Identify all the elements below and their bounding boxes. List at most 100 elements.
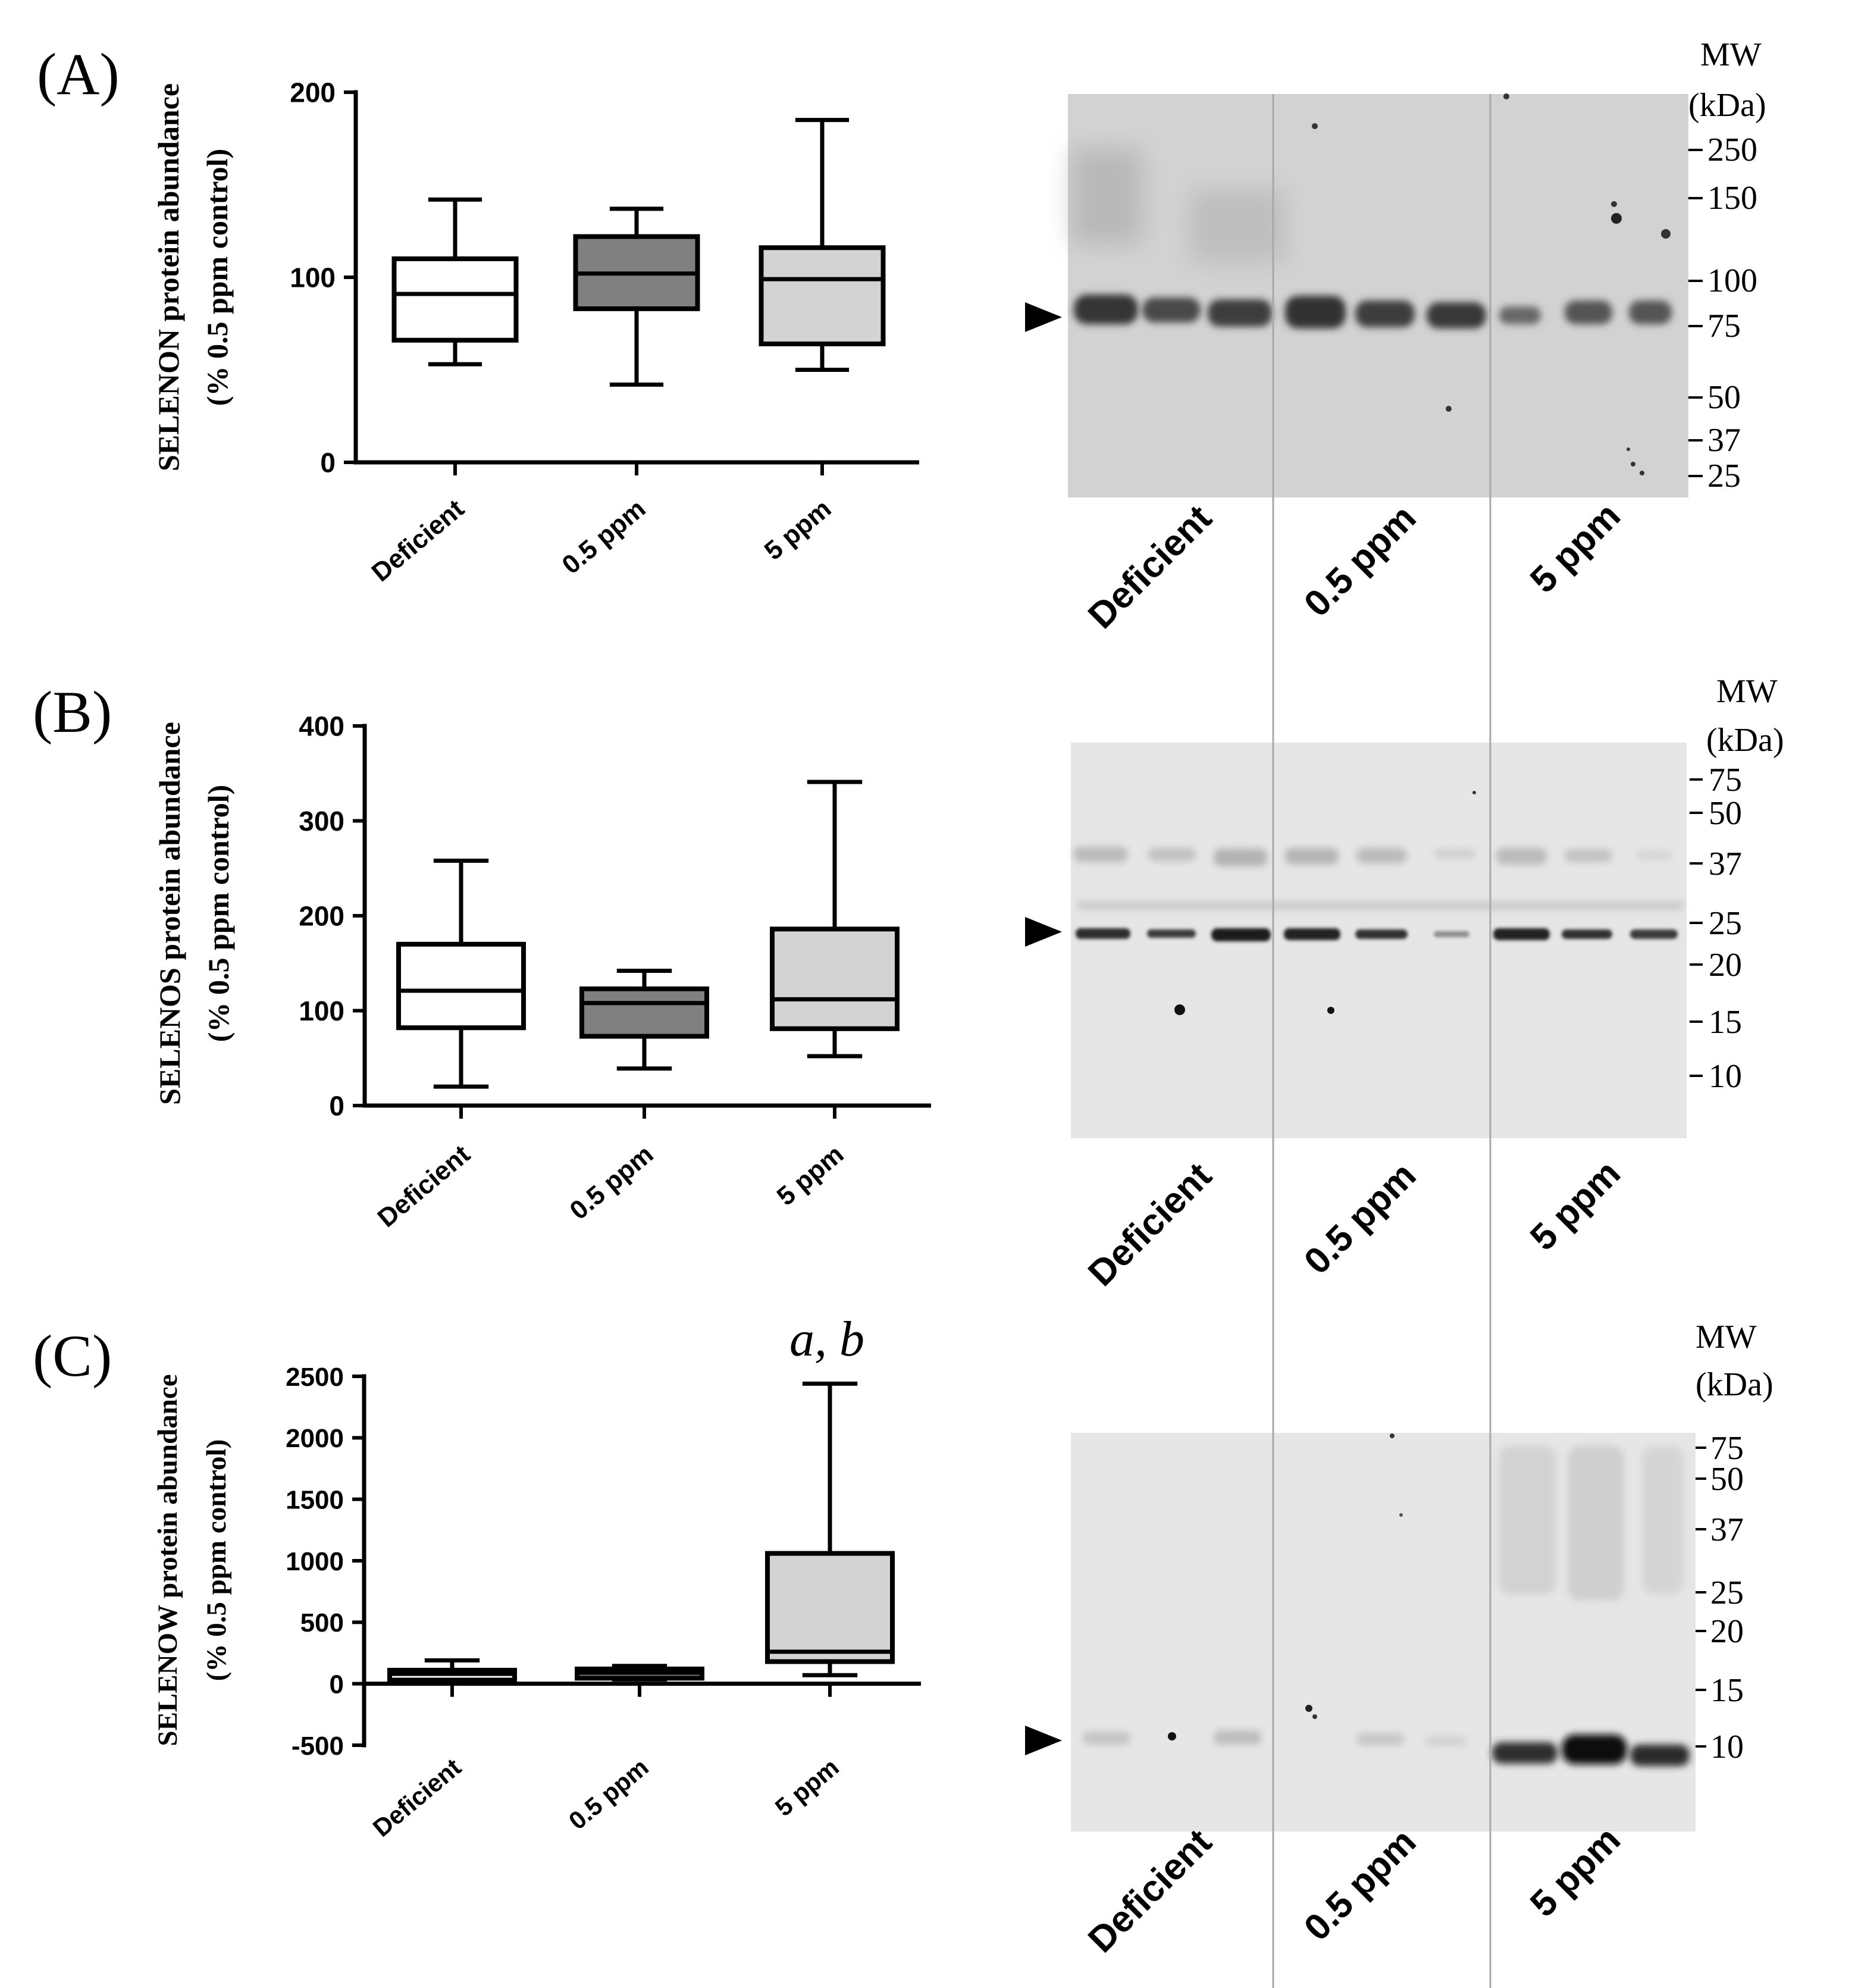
blot-c-speck bbox=[1168, 1732, 1176, 1740]
band-arrow-b bbox=[1025, 917, 1062, 947]
panel-label-a: (A) bbox=[37, 41, 120, 107]
box-plot-3: -500 0 500 1000 1500 2000 2500 Deficient 0.5 ppm… bbox=[152, 1363, 921, 1842]
x-category-label: 5 ppm bbox=[770, 1753, 844, 1822]
mw-marker-c: 37 bbox=[1710, 1511, 1744, 1548]
y-tick-label: 1500 bbox=[286, 1486, 344, 1515]
blot-c-band bbox=[1425, 1736, 1466, 1746]
blot-lane-label-b: 0.5 ppm bbox=[1296, 1154, 1424, 1282]
blot-b-upper-bands bbox=[1074, 847, 1684, 910]
y-tick-label: 0 bbox=[330, 1670, 344, 1699]
blot-b-band bbox=[1211, 928, 1271, 941]
y-tick-label: 500 bbox=[300, 1608, 344, 1638]
mw-marker-a: 37 bbox=[1707, 422, 1741, 459]
mw-marker-b: 37 bbox=[1709, 846, 1742, 882]
box-plot-1: 0 100 200 Deficient 0.5 ppm 5 ppm SELENON prot… bbox=[152, 77, 919, 587]
y-axis-label: SELENOS protein abundance bbox=[153, 722, 186, 1105]
y-tick-label: 0 bbox=[320, 447, 336, 478]
mw-marker-a: 75 bbox=[1707, 308, 1741, 345]
blot-b-speck bbox=[1472, 791, 1476, 794]
blot-a-band bbox=[1355, 300, 1415, 327]
y-tick-label: 400 bbox=[299, 711, 344, 742]
blot-a-band bbox=[1427, 302, 1486, 328]
blot-c-smear bbox=[1499, 1446, 1684, 1601]
western-blot-c: MW (kDa) 75 50 37 25 20 15 10 Deficient … bbox=[1025, 1319, 1773, 1961]
mw-marker-c: 15 bbox=[1710, 1672, 1744, 1709]
blot-b-band bbox=[1630, 929, 1678, 939]
blot-b-band bbox=[1562, 929, 1612, 939]
blot-b-speck bbox=[1327, 1007, 1334, 1014]
y-axis-label: (% 0.5 ppm control) bbox=[201, 1439, 232, 1681]
mw-marker-c: 25 bbox=[1710, 1574, 1744, 1611]
blot-c-speck bbox=[1312, 1714, 1317, 1719]
x-category-label: Deficient bbox=[366, 494, 470, 587]
x-category-label: 5 ppm bbox=[759, 494, 837, 566]
y-axis-label: (% 0.5 ppm control) bbox=[202, 785, 235, 1042]
blot-a-smudge bbox=[1071, 149, 1142, 244]
blot-a-speck bbox=[1312, 123, 1318, 129]
x-category-label: 0.5 ppm bbox=[563, 1753, 654, 1835]
y-axis-label: SELENON protein abundance bbox=[152, 83, 185, 471]
mw-marker-a: 25 bbox=[1707, 458, 1741, 494]
blot-lane-label-b: 5 ppm bbox=[1522, 1153, 1628, 1258]
band-arrow-c bbox=[1025, 1726, 1062, 1755]
blot-a-band bbox=[1285, 296, 1346, 328]
mw-marker-b: 20 bbox=[1709, 947, 1742, 984]
panel-label-b: (B) bbox=[33, 679, 112, 745]
blot-c-band bbox=[1630, 1745, 1690, 1766]
blot-a-band bbox=[1629, 300, 1672, 324]
y-tick-label: 100 bbox=[299, 995, 344, 1026]
blot-c-mw-ticks bbox=[1696, 1447, 1706, 1748]
blot-lane-label-a: Deficient bbox=[1080, 497, 1220, 637]
blot-b-band bbox=[1147, 929, 1196, 938]
y-tick-label: 100 bbox=[290, 262, 336, 293]
mw-marker-b: 15 bbox=[1709, 1004, 1742, 1041]
blot-a-band bbox=[1074, 295, 1138, 324]
panel-label-c: (C) bbox=[33, 1323, 112, 1389]
y-tick-label: -500 bbox=[292, 1732, 344, 1761]
mw-header-a: MW bbox=[1700, 36, 1762, 73]
mw-marker-a: 250 bbox=[1707, 132, 1757, 168]
blot-a-speck bbox=[1627, 447, 1630, 451]
box-0 bbox=[396, 941, 526, 1031]
y-tick-label: 300 bbox=[299, 806, 344, 837]
mw-marker-b: 25 bbox=[1709, 905, 1742, 942]
box-1 bbox=[579, 986, 709, 1039]
y-tick-label: 2500 bbox=[286, 1363, 344, 1392]
blot-c-speck bbox=[1399, 1513, 1403, 1517]
box-2 bbox=[770, 926, 900, 1031]
y-tick-label: 2000 bbox=[286, 1424, 344, 1453]
y-tick-label: 200 bbox=[290, 77, 336, 108]
blot-a-mw-ticks bbox=[1688, 149, 1703, 477]
mw-marker-c: 75 bbox=[1710, 1430, 1744, 1467]
western-blot-b: MW (kDa) 75 50 37 25 20 15 10 Deficient … bbox=[1025, 673, 1784, 1294]
y-tick-label: 1000 bbox=[286, 1547, 344, 1576]
mw-header-b: (kDa) bbox=[1706, 722, 1784, 759]
mw-marker-b: 50 bbox=[1709, 795, 1742, 832]
mw-header-a: (kDa) bbox=[1688, 87, 1766, 124]
blot-c-band bbox=[1083, 1732, 1130, 1745]
blot-a-band bbox=[1142, 298, 1201, 323]
blot-c-speck bbox=[1305, 1705, 1312, 1712]
mw-marker-a: 150 bbox=[1707, 180, 1757, 217]
mw-header-b: MW bbox=[1716, 673, 1778, 710]
box-2 bbox=[765, 1551, 895, 1664]
x-category-label: 0.5 ppm bbox=[557, 494, 651, 580]
blot-c-band bbox=[1492, 1742, 1558, 1764]
significance-label: a, b bbox=[789, 1311, 864, 1367]
box-0 bbox=[391, 256, 519, 343]
blot-lane-label-a: 5 ppm bbox=[1522, 495, 1628, 601]
mw-header-c: (kDa) bbox=[1696, 1366, 1773, 1403]
blot-lane-label-c: Deficient bbox=[1080, 1821, 1220, 1961]
x-category-label: Deficient bbox=[372, 1139, 476, 1233]
mw-marker-a: 100 bbox=[1707, 262, 1757, 299]
x-category-label: Deficient bbox=[368, 1753, 466, 1842]
blot-a-speck bbox=[1640, 471, 1644, 475]
mw-marker-c: 10 bbox=[1710, 1729, 1744, 1765]
blot-c-band bbox=[1214, 1730, 1261, 1745]
mw-marker-b: 10 bbox=[1709, 1058, 1742, 1095]
box-2 bbox=[759, 245, 886, 346]
box-plot-charts: 0 100 200 Deficient 0.5 ppm 5 ppm SELENON prot… bbox=[152, 77, 931, 1842]
blot-a-speck bbox=[1631, 462, 1635, 467]
